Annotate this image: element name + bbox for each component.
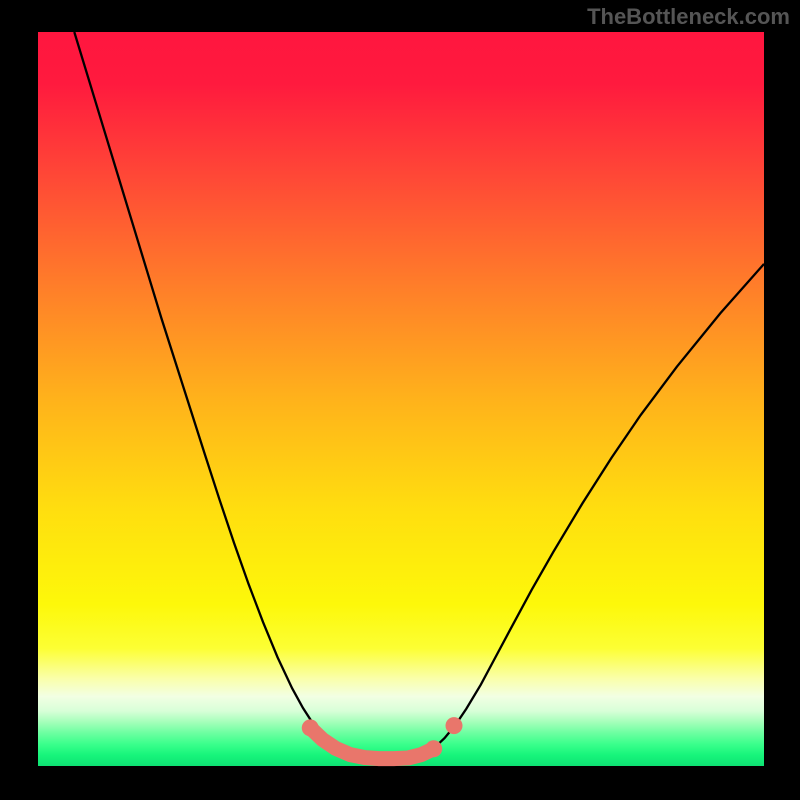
bottleneck-chart <box>0 0 800 800</box>
attribution-text: TheBottleneck.com <box>587 4 790 30</box>
